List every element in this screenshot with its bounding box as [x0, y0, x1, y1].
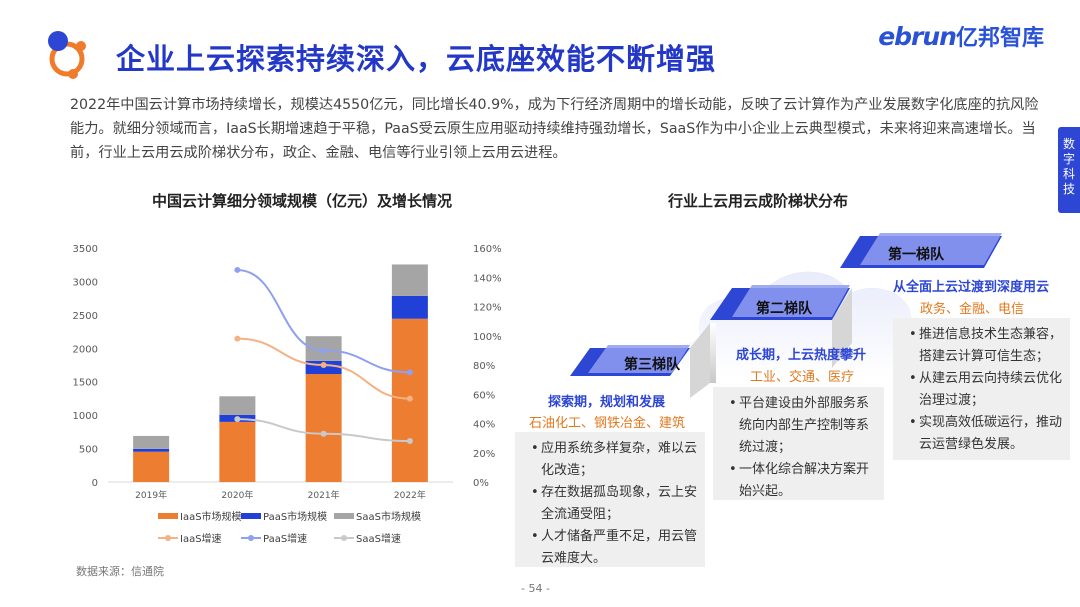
tier-second-stage: 成长期，上云热度攀升	[736, 348, 867, 363]
point-iaas-growth	[234, 335, 241, 342]
point-iaas-growth	[320, 362, 327, 368]
y-right-tick-label: 140%	[473, 273, 502, 284]
x-tick-label: 2019年	[135, 489, 167, 501]
legend-swatch-saas-size	[334, 513, 354, 519]
tier-first-point: 从建云用云向持续云优化治理过渡；	[909, 368, 1062, 412]
point-paas-growth	[406, 369, 413, 376]
x-tick-label: 2022年	[394, 489, 426, 501]
legend-label: PaaS市场规模	[263, 510, 327, 523]
bar-iaas	[133, 451, 170, 482]
tier-third-point: 存在数据孤岛现象，云上安全流通受阻；	[531, 482, 697, 526]
bar-iaas	[219, 421, 256, 482]
y-left-tick-label: 3500	[73, 244, 98, 255]
tier-staircase-graphic	[570, 233, 1002, 398]
page-title: 企业上云探索持续深入，云底座效能不断增强	[116, 42, 717, 76]
tier-first-points: 推进信息技术生态兼容，搭建云计算可信生态； 从建云用云向持续云优化治理过渡； 实…	[893, 318, 1070, 460]
tier-second-name: 第二梯队	[756, 301, 812, 317]
point-saas-growth	[234, 416, 241, 423]
legend-marker	[341, 535, 347, 541]
y-right-tick-label: 80%	[473, 361, 495, 372]
point-iaas-growth	[406, 395, 413, 402]
legend-swatch-iaas-size	[158, 513, 178, 519]
bar-paas	[391, 295, 428, 319]
stair-step-second	[710, 285, 852, 368]
y-right-tick-label: 120%	[473, 303, 502, 314]
tier-first-point: 推进信息技术生态兼容，搭建云计算可信生态；	[909, 324, 1062, 368]
y-right-tick-label: 0%	[473, 478, 489, 489]
tier-first-industries: 政务、金融、电信	[920, 302, 1025, 317]
tier-second-points: 平台建设由外部服务系统向内部生产控制等系统过渡； 一体化综合解决方案开始兴起。	[713, 387, 884, 500]
legend-swatch-paas-size	[241, 513, 261, 519]
y-left-tick-label: 500	[79, 445, 98, 456]
tier-third-points: 应用系统多样复杂，难以云化改造； 存在数据孤岛现象，云上安全流通受阻； 人才储备…	[515, 432, 705, 567]
legend-marker	[248, 535, 254, 541]
legend-label: IaaS市场规模	[180, 510, 242, 523]
side-category-tab[interactable]: 数 字 科 技	[1058, 127, 1080, 213]
bar-iaas	[305, 374, 342, 482]
tier-first-point: 实现高效低碳运行，推动云运营绿色发展。	[909, 412, 1062, 456]
y-right-tick-label: 20%	[473, 449, 495, 460]
tier-third-point: 人才储备严重不足，用云管云难度大。	[531, 526, 697, 570]
tier-second-point: 一体化综合解决方案开始兴起。	[729, 459, 876, 503]
page-number: - 54 -	[521, 582, 550, 595]
y-left-tick-label: 1500	[73, 378, 98, 389]
y-left-tick-label: 3000	[73, 277, 98, 288]
chart-title: 中国云计算细分领域规模（亿元）及增长情况	[152, 192, 453, 210]
y-left-tick-label: 1000	[73, 411, 98, 422]
y-right-tick-label: 100%	[473, 332, 502, 343]
y-left-tick-label: 2000	[73, 344, 98, 355]
legend-label: SaaS增速	[356, 532, 401, 545]
intro-paragraph: 2022年中国云计算市场持续增长，规模达4550亿元，同比增长40.9%，成为下…	[70, 97, 1039, 161]
point-saas-growth	[406, 438, 413, 445]
y-left-tick-label: 2500	[73, 311, 98, 322]
side-tab-char: 技	[1062, 182, 1075, 196]
side-tab-char: 数	[1062, 137, 1075, 151]
tier-first-stage: 从全面上云过渡到深度用云	[893, 280, 1050, 295]
y-right-tick-label: 160%	[473, 244, 502, 255]
bar-saas	[133, 435, 170, 449]
legend-label: IaaS增速	[180, 532, 222, 545]
bar-saas	[219, 396, 256, 415]
tier-third-name: 第三梯队	[624, 357, 680, 373]
x-tick-label: 2021年	[308, 489, 340, 501]
y-right-tick-label: 40%	[473, 420, 495, 431]
bar-saas	[391, 264, 428, 296]
tier-third-industries: 石油化工、钢铁冶金、建筑	[529, 416, 686, 431]
y-right-tick-label: 60%	[473, 390, 495, 401]
legend-label: PaaS增速	[263, 532, 307, 545]
legend-marker	[165, 535, 171, 541]
tier-third-point: 应用系统多样复杂，难以云化改造；	[531, 438, 697, 482]
side-tab-char: 字	[1062, 152, 1075, 166]
cloud-market-chart: 0 500 1000 1500 2000 2500 3000 3500 0% 20% 40% 60% 8…	[73, 244, 502, 545]
data-source-note: 数据来源：信通院	[76, 565, 164, 578]
side-tab-char: 科	[1062, 167, 1075, 181]
bar-paas	[133, 448, 170, 452]
tier-first-name: 第一梯队	[888, 247, 944, 263]
diagram-title: 行业上云用云成阶梯状分布	[668, 192, 849, 210]
stair-step-first	[840, 233, 1002, 268]
cloud-background-icon	[681, 271, 931, 378]
legend-label: SaaS市场规模	[356, 510, 421, 523]
tier-second-industries: 工业、交通、医疗	[750, 370, 855, 385]
tier-third-stage: 探索期，规划和发展	[548, 395, 666, 410]
point-paas-growth	[234, 266, 241, 273]
stair-step-third	[570, 323, 716, 398]
point-saas-growth	[320, 430, 327, 437]
molecule-logo-icon	[48, 31, 86, 79]
brand-logo: ebrun亿邦智库	[878, 20, 1044, 52]
x-tick-label: 2020年	[221, 489, 253, 501]
brand-logo-cn: 亿邦智库	[955, 26, 1044, 51]
point-paas-growth	[320, 347, 327, 354]
y-left-tick-label: 0	[92, 478, 98, 489]
brand-logo-en: ebrun	[878, 22, 957, 51]
tier-second-point: 平台建设由外部服务系统向内部生产控制等系统过渡；	[729, 393, 876, 459]
